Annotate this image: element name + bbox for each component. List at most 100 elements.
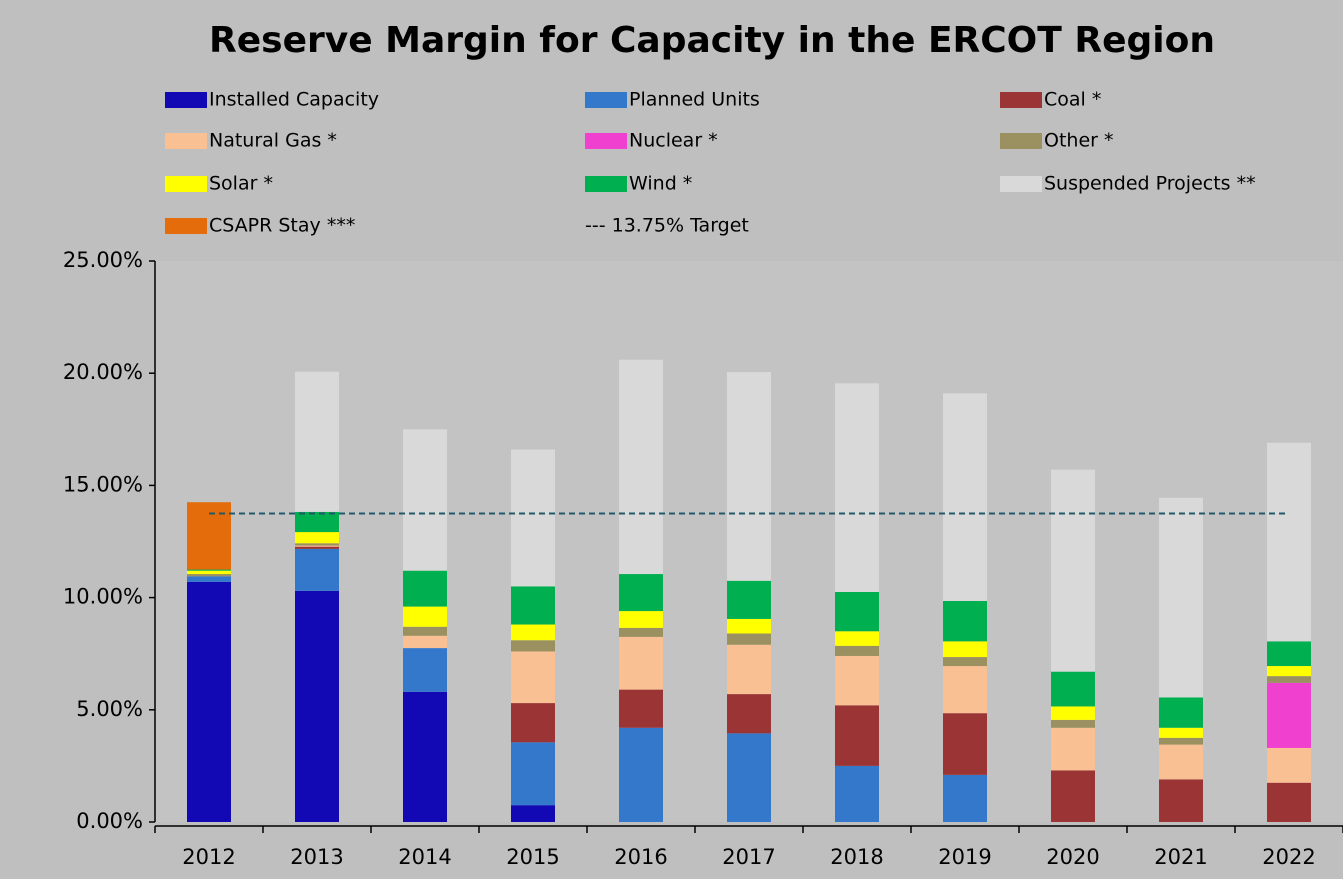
legend-label: Other *: [1044, 130, 1114, 152]
bar-segment: [727, 733, 771, 822]
bar-segment: [835, 655, 879, 706]
bar-segment: [1051, 671, 1095, 707]
bar-segment: [1267, 782, 1311, 822]
y-tick-label: 5.00%: [76, 697, 143, 721]
legend-swatch: [165, 92, 207, 108]
bar-segment: [619, 574, 663, 612]
bar-segment: [727, 618, 771, 634]
bar-segment: [1159, 497, 1203, 698]
bar-segment: [835, 645, 879, 656]
bar-segment: [943, 641, 987, 658]
legend-swatch: [1000, 92, 1042, 108]
legend-label: Solar *: [209, 173, 273, 195]
bar-segment: [295, 371, 339, 512]
bar-segment: [187, 576, 231, 582]
x-tick-label: 2022: [1262, 845, 1315, 869]
bar-segment: [727, 580, 771, 619]
x-tick-label: 2021: [1154, 845, 1207, 869]
legend-swatch: [165, 176, 207, 192]
bar-segment: [1051, 469, 1095, 672]
bar-segment: [511, 742, 555, 806]
bar-segment: [835, 631, 879, 646]
bar-segment: [511, 449, 555, 587]
bar-segment: [1159, 737, 1203, 745]
bar-segment: [403, 570, 447, 607]
legend-label: Nuclear *: [629, 130, 718, 152]
bar-segment: [187, 581, 231, 822]
bar-segment: [187, 569, 231, 571]
x-tick-label: 2014: [398, 845, 451, 869]
bar-segment: [511, 586, 555, 625]
bar-segment: [1159, 727, 1203, 738]
bar-segment: [1267, 442, 1311, 642]
bar-segment: [835, 591, 879, 632]
bar-segment: [943, 666, 987, 714]
bar-segment: [619, 689, 663, 728]
legend-label: Suspended Projects **: [1044, 173, 1256, 195]
bar-segment: [727, 372, 771, 581]
bar-segment: [403, 635, 447, 649]
bar-segment: [1159, 744, 1203, 780]
bar-segment: [511, 624, 555, 641]
y-tick-label: 25.00%: [63, 248, 143, 272]
bar-segment: [1159, 779, 1203, 822]
bar-segment: [835, 765, 879, 822]
bar-segment: [727, 633, 771, 645]
legend-label: --- 13.75% Target: [585, 215, 749, 237]
bar-segment: [1051, 719, 1095, 728]
x-tick-label: 2016: [614, 845, 667, 869]
legend-swatch: [1000, 133, 1042, 149]
bar-segment: [187, 570, 231, 575]
bar-segment: [619, 636, 663, 690]
legend-label: CSAPR Stay ***: [209, 215, 355, 237]
bar-segment: [619, 627, 663, 637]
bar-segment: [511, 805, 555, 822]
legend-label: Installed Capacity: [209, 89, 379, 111]
legend-label: Planned Units: [629, 89, 760, 111]
bar-segment: [403, 648, 447, 692]
bar-segment: [943, 657, 987, 667]
bar-segment: [187, 502, 231, 570]
legend-swatch: [585, 176, 627, 192]
chart-title: Reserve Margin for Capacity in the ERCOT…: [209, 20, 1215, 61]
bar-segment: [1051, 706, 1095, 720]
x-tick-label: 2019: [938, 845, 991, 869]
bar-segment: [1051, 727, 1095, 771]
bar-segment: [295, 548, 339, 591]
bar-segment: [403, 606, 447, 627]
x-tick-label: 2017: [722, 845, 775, 869]
bar-segment: [835, 705, 879, 766]
legend-label: Wind *: [629, 173, 692, 195]
bar-segment: [295, 590, 339, 822]
x-tick-label: 2020: [1046, 845, 1099, 869]
legend-swatch: [585, 133, 627, 149]
bar-segment: [1267, 747, 1311, 783]
bar-segment: [943, 393, 987, 601]
bar-segment: [511, 651, 555, 704]
bar-segment: [1051, 770, 1095, 822]
bar-segment: [187, 574, 231, 577]
bar-segment: [619, 611, 663, 628]
bar-segment: [403, 691, 447, 822]
x-tick-label: 2013: [290, 845, 343, 869]
bar-segment: [727, 694, 771, 734]
x-tick-label: 2012: [182, 845, 235, 869]
bar-segment: [295, 532, 339, 544]
legend-swatch: [585, 92, 627, 108]
bar-segment: [295, 545, 339, 547]
legend-label: Natural Gas *: [209, 130, 337, 152]
bar-segment: [1267, 641, 1311, 667]
legend-label: Coal *: [1044, 89, 1101, 111]
bar-segment: [403, 626, 447, 636]
y-tick-label: 0.00%: [76, 809, 143, 833]
bar-segment: [943, 774, 987, 822]
x-tick-label: 2015: [506, 845, 559, 869]
legend-swatch: [165, 218, 207, 234]
bar-segment: [403, 429, 447, 571]
x-tick-label: 2018: [830, 845, 883, 869]
bar-segment: [1267, 676, 1311, 683]
bar-segment: [835, 383, 879, 592]
bar-segment: [295, 511, 339, 533]
